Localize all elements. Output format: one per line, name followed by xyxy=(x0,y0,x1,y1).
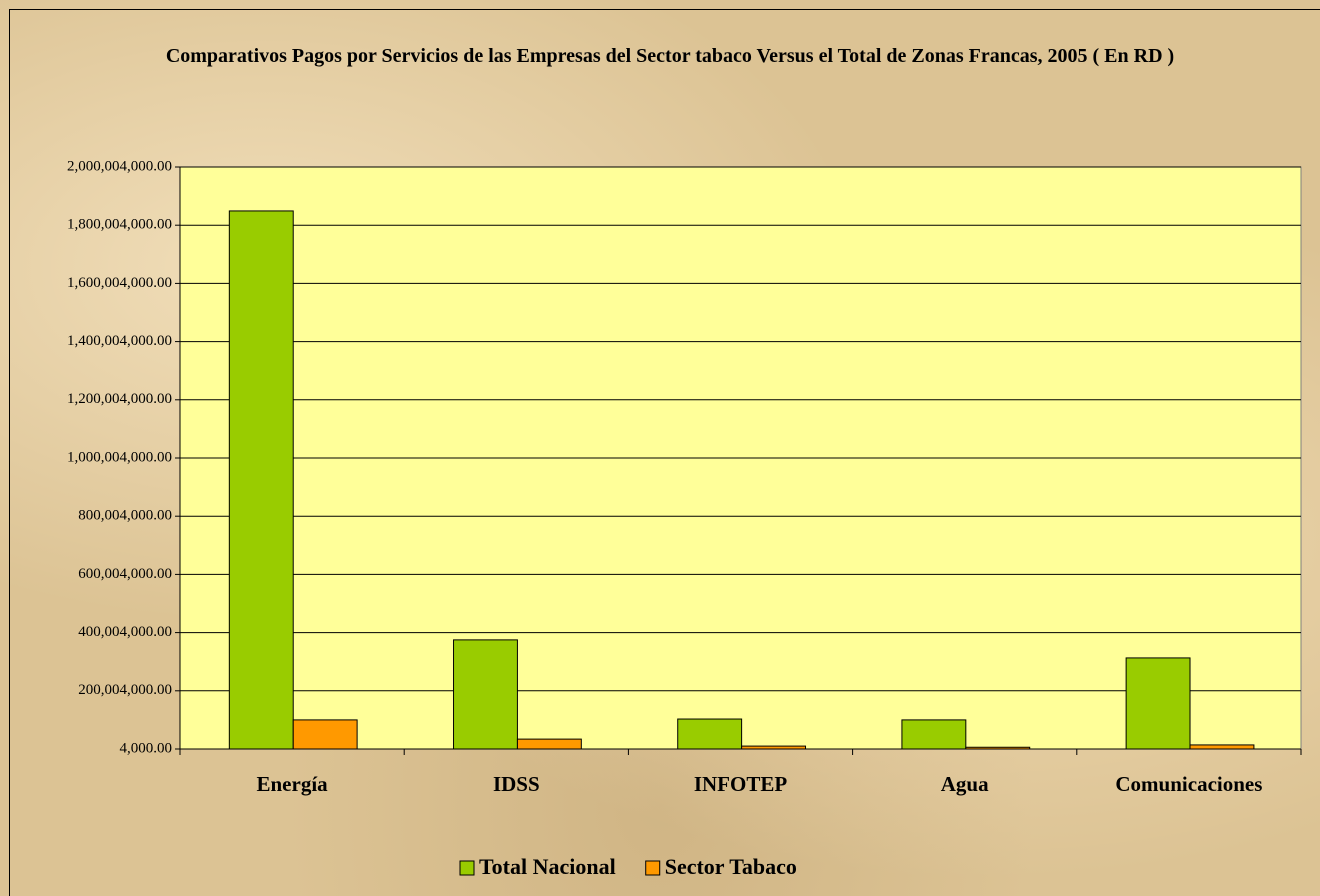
y-tick-label: 800,004,000.00 xyxy=(78,508,172,524)
y-tick-label: 200,004,000.00 xyxy=(78,682,172,698)
legend-label: Sector Tabaco xyxy=(665,854,797,879)
bar xyxy=(516,738,582,750)
bar xyxy=(965,746,1031,750)
bar xyxy=(453,639,518,750)
x-tick-label: Energía xyxy=(257,772,329,796)
y-tick-label: 1,600,004,000.00 xyxy=(67,275,172,291)
y-tick-label: 1,200,004,000.00 xyxy=(67,391,172,407)
y-tick-label: 600,004,000.00 xyxy=(78,566,172,582)
x-tick-label: IDSS xyxy=(493,772,540,796)
chart-border xyxy=(9,9,1320,896)
y-tick-label: 2,000,004,000.00 xyxy=(67,158,172,174)
bar xyxy=(228,210,294,750)
y-tick-label: 400,004,000.00 xyxy=(78,624,172,640)
y-tick-label: 1,400,004,000.00 xyxy=(67,333,172,349)
x-tick-label: Comunicaciones xyxy=(1115,772,1262,796)
bar xyxy=(1125,657,1191,750)
legend-swatch xyxy=(645,860,661,876)
bar xyxy=(677,718,743,750)
y-tick-label: 1,800,004,000.00 xyxy=(67,217,172,233)
y-tick-label: 4,000.00 xyxy=(120,740,173,756)
x-tick-label: INFOTEP xyxy=(694,772,788,796)
bar xyxy=(292,719,358,750)
bar xyxy=(741,745,807,750)
bar xyxy=(1189,744,1255,750)
bar xyxy=(901,719,967,750)
x-tick-label: Agua xyxy=(941,772,989,796)
legend-label: Total Nacional xyxy=(479,854,616,879)
legend-swatch xyxy=(459,860,475,876)
y-tick-label: 1,000,004,000.00 xyxy=(67,449,172,465)
chart-title: Comparativos Pagos por Servicios de las … xyxy=(165,45,1175,67)
